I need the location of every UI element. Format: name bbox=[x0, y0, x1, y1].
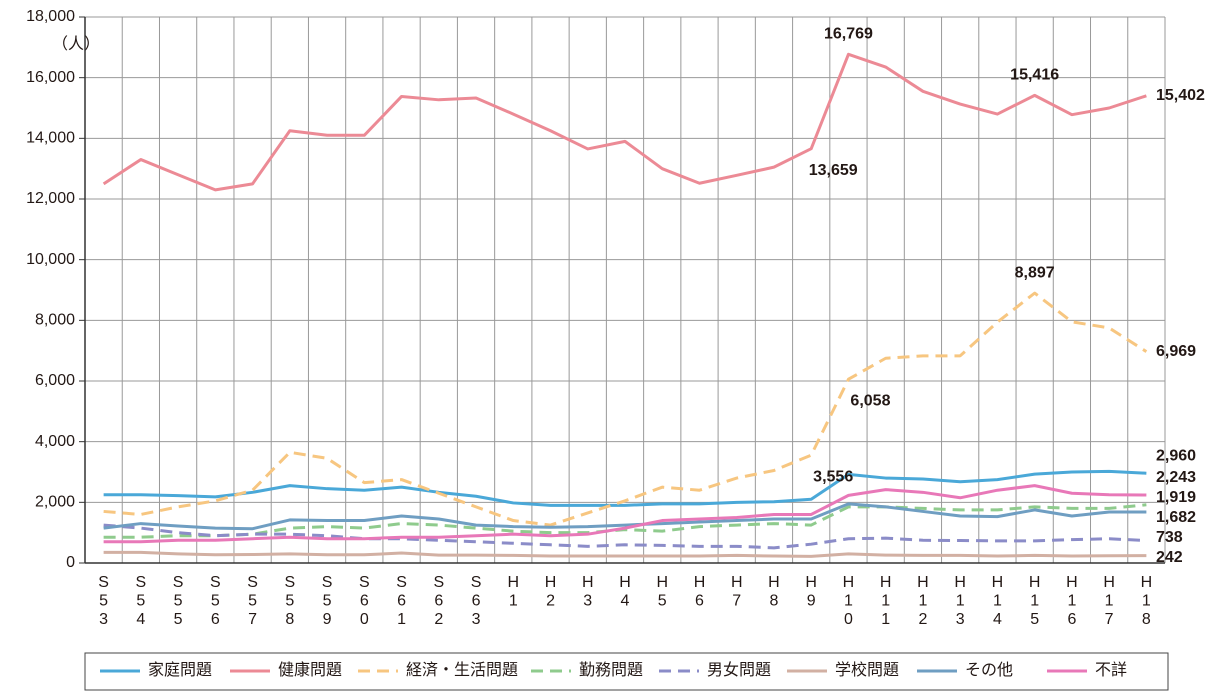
data-label: 1,682 bbox=[1156, 509, 1196, 526]
series-line bbox=[103, 523, 1147, 550]
y-tick-label: 6,000 bbox=[35, 372, 75, 389]
series-line bbox=[103, 503, 1147, 539]
data-label: 1,919 bbox=[1156, 489, 1196, 506]
data-label: 13,659 bbox=[809, 162, 858, 179]
y-tick-label: 18,000 bbox=[26, 8, 75, 25]
series-line bbox=[103, 550, 1147, 558]
y-tick-label: 8,000 bbox=[35, 312, 75, 329]
data-label: 6,969 bbox=[1156, 343, 1196, 360]
y-tick-label: 16,000 bbox=[26, 69, 75, 86]
series-line bbox=[103, 469, 1147, 507]
data-label: 738 bbox=[1156, 529, 1183, 546]
data-label: 6,058 bbox=[850, 392, 890, 409]
legend-label: 学校問題 bbox=[835, 661, 899, 679]
y-tick-label: 14,000 bbox=[26, 130, 75, 147]
y-axis-unit: （人） bbox=[52, 35, 100, 53]
legend-label: 男女問題 bbox=[707, 660, 771, 679]
data-label: 15,416 bbox=[1010, 67, 1059, 84]
legend-label: 勤務問題 bbox=[579, 661, 643, 679]
series-line bbox=[103, 291, 1148, 527]
y-tick-label: 2,000 bbox=[35, 494, 75, 511]
y-tick-label: 10,000 bbox=[26, 251, 75, 268]
y-tick-label: 12,000 bbox=[26, 190, 75, 207]
legend-label: その他 bbox=[965, 661, 1013, 679]
data-label: 8,897 bbox=[1015, 264, 1055, 281]
legend-label: 不詳 bbox=[1095, 661, 1127, 679]
data-label: 16,769 bbox=[824, 26, 873, 43]
data-label: 2,243 bbox=[1156, 469, 1196, 486]
legend-label: 経済・生活問題 bbox=[406, 661, 518, 679]
legend-label: 健康問題 bbox=[278, 661, 342, 679]
data-label: 15,402 bbox=[1156, 87, 1205, 104]
series-line bbox=[103, 484, 1147, 544]
y-tick-label: 4,000 bbox=[35, 433, 75, 450]
series-line bbox=[103, 502, 1147, 531]
series-line bbox=[102, 52, 1147, 192]
data-label: 242 bbox=[1156, 549, 1183, 566]
legend-label: 家庭問題 bbox=[148, 661, 212, 679]
data-label: 3,556 bbox=[813, 468, 853, 485]
y-tick-label: 0 bbox=[66, 554, 75, 571]
data-label: 2,960 bbox=[1156, 447, 1196, 464]
legend-box bbox=[84, 652, 1169, 691]
